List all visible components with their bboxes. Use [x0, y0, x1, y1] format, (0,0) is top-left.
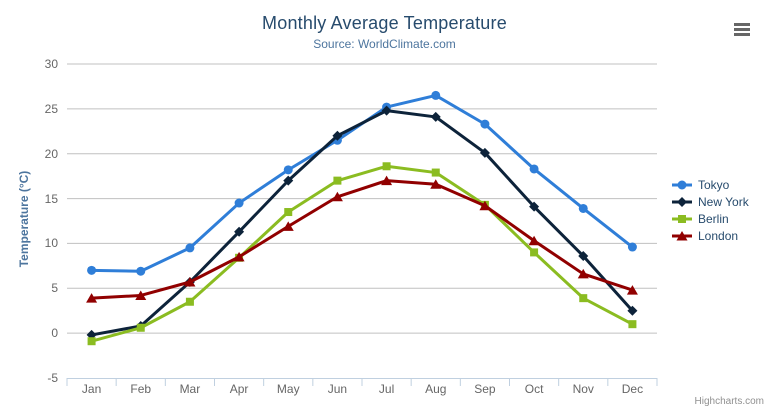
diamond-marker-icon — [430, 111, 441, 122]
y-axis-label: 0 — [51, 326, 58, 341]
triangle-marker-icon — [479, 200, 491, 211]
legend-triangle-marker-icon — [672, 230, 692, 240]
legend-square-marker-icon — [672, 214, 692, 223]
series-line-new-york — [90, 109, 634, 337]
hamburger-icon — [734, 27, 750, 31]
triangle-marker-icon — [577, 268, 589, 279]
legend: Tokyo New York Berlin London — [671, 176, 749, 244]
chart-subtitle: Source: WorldClimate.com — [313, 37, 456, 51]
square-marker-icon — [530, 248, 539, 257]
triangle-marker-icon — [528, 235, 540, 246]
triangle-marker-icon — [135, 290, 147, 300]
series-london[interactable] — [86, 175, 638, 303]
legend-label: Tokyo — [698, 177, 730, 192]
diamond-marker-icon — [578, 250, 589, 261]
legend-item-london[interactable]: London — [671, 227, 749, 244]
triangle-marker-icon — [381, 175, 393, 186]
square-marker-icon — [678, 214, 686, 223]
diamond-marker-icon — [332, 130, 343, 141]
square-marker-icon — [136, 323, 145, 332]
x-axis-label-jan: Jan — [81, 382, 102, 396]
circle-marker-icon — [283, 165, 293, 175]
triangle-marker-icon — [233, 251, 245, 262]
triangle-marker-icon — [430, 179, 442, 189]
square-marker-icon — [87, 337, 96, 346]
triangle-marker-icon — [676, 230, 688, 240]
x-axis-label-oct: Oct — [524, 382, 544, 396]
circle-marker-icon — [431, 90, 441, 100]
x-axis-label-apr: Apr — [229, 382, 249, 396]
diamond-marker-icon — [479, 147, 490, 158]
series-line-berlin — [90, 164, 634, 343]
square-marker-icon — [579, 294, 588, 303]
circle-marker-icon — [234, 198, 244, 208]
legend-item-new-york[interactable]: New York — [671, 193, 749, 210]
x-axis-label-sep: Sep — [474, 382, 496, 396]
credits-link[interactable]: Highcharts.com — [694, 396, 764, 407]
y-axis-label: 30 — [44, 57, 58, 71]
x-axis-label-may: May — [276, 382, 300, 396]
x-axis-label-nov: Nov — [572, 382, 594, 396]
y-axis-label: 20 — [44, 146, 58, 161]
circle-marker-icon — [136, 266, 146, 276]
legend-item-berlin[interactable]: Berlin — [671, 210, 749, 227]
y-axis-label: 15 — [44, 191, 58, 206]
x-axis-label-jun: Jun — [327, 382, 348, 396]
legend-circle-marker-icon — [672, 180, 692, 189]
diamond-marker-icon — [677, 196, 687, 207]
square-marker-icon — [431, 168, 440, 177]
square-marker-icon — [284, 208, 293, 217]
diamond-marker-icon — [529, 201, 540, 212]
triangle-marker-icon — [626, 285, 638, 295]
x-axis-label-jul: Jul — [378, 382, 395, 396]
gridlines — [67, 63, 657, 334]
diamond-marker-icon — [627, 305, 638, 316]
hamburger-icon — [734, 22, 750, 26]
triangle-marker-icon — [86, 293, 98, 303]
legend-label: New York — [698, 194, 749, 209]
y-axis-label: -5 — [47, 371, 58, 385]
circle-marker-icon — [529, 164, 539, 174]
circle-marker-icon — [87, 265, 97, 275]
context-menu-button[interactable] — [728, 17, 756, 41]
legend-label: Berlin — [698, 211, 729, 226]
diamond-marker-icon — [234, 226, 245, 237]
square-marker-icon — [628, 320, 637, 329]
square-marker-icon — [333, 176, 342, 185]
diamond-marker-icon — [283, 175, 294, 186]
series-line-london — [90, 179, 634, 300]
circle-marker-icon — [627, 242, 637, 252]
x-axis-label-feb: Feb — [130, 382, 152, 396]
square-marker-icon — [185, 297, 194, 306]
circle-marker-icon — [185, 243, 195, 253]
x-axis-label-aug: Aug — [425, 382, 447, 396]
x-axis — [66, 378, 658, 386]
triangle-marker-icon — [331, 191, 343, 202]
circle-marker-icon — [578, 203, 588, 213]
legend-diamond-marker-icon — [672, 196, 692, 207]
x-axis-label-mar: Mar — [179, 382, 201, 396]
series-berlin[interactable] — [87, 162, 637, 346]
y-axis-label: 5 — [51, 281, 58, 296]
series-tokyo[interactable] — [87, 90, 637, 276]
triangle-marker-icon — [184, 277, 196, 287]
circle-marker-icon — [677, 180, 687, 189]
legend-label: London — [698, 228, 739, 243]
square-marker-icon — [382, 162, 391, 171]
legend-item-tokyo[interactable]: Tokyo — [671, 176, 749, 193]
y-axis-label: 10 — [44, 236, 58, 251]
diamond-marker-icon — [381, 105, 392, 116]
hamburger-icon — [734, 32, 750, 36]
series-new-york[interactable] — [86, 105, 638, 340]
circle-marker-icon — [480, 119, 490, 129]
y-axis-label: 25 — [44, 101, 58, 116]
x-axis-label-dec: Dec — [621, 382, 644, 396]
chart-title: Monthly Average Temperature — [262, 13, 507, 33]
triangle-marker-icon — [282, 221, 294, 231]
